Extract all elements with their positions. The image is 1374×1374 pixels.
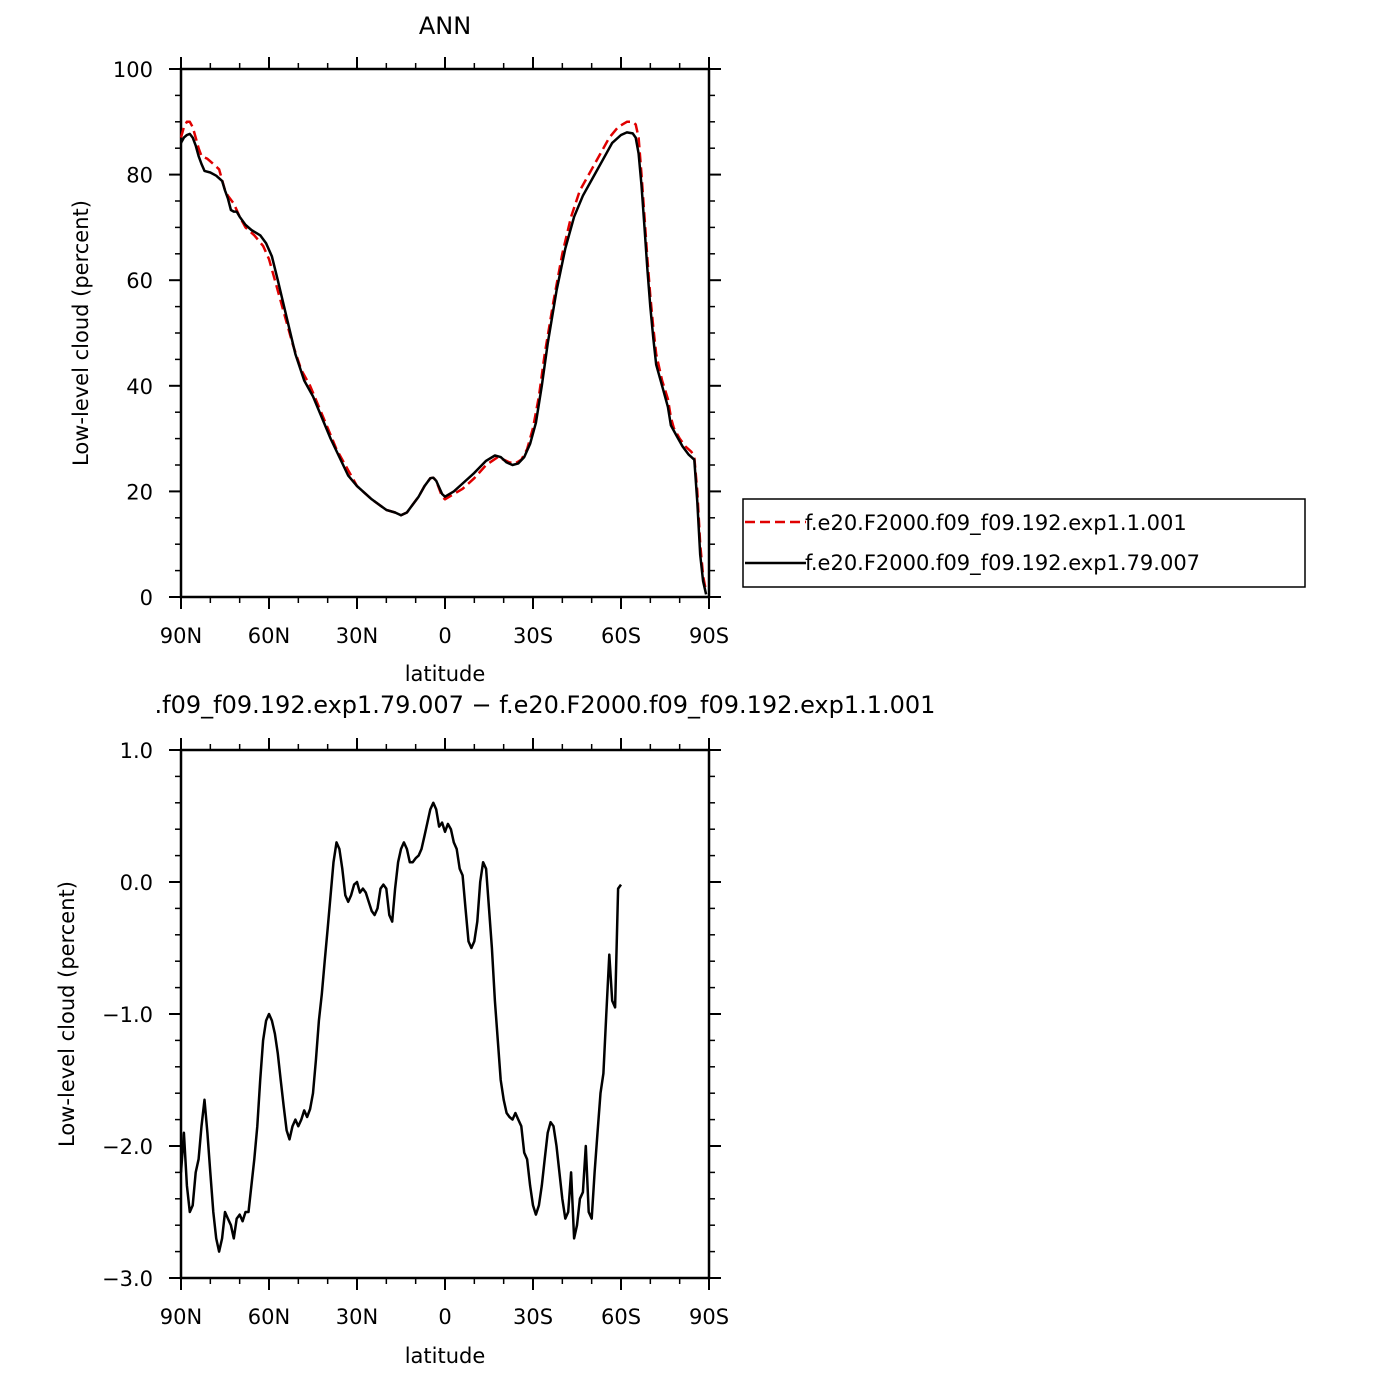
- y-tick-label: 100: [113, 58, 153, 82]
- top-panel: ANN 90N 60N 30N 0 30S 60S 90S 0 20 40 60 80 100 lati…: [69, 12, 729, 686]
- x-tick-label: 60S: [601, 1305, 641, 1329]
- legend-box: [742, 498, 1306, 588]
- x-tick-label: 90S: [689, 624, 729, 648]
- series-line-2: [179, 131, 708, 595]
- top-chart-title: ANN: [419, 12, 471, 40]
- bottom-panel: .f09_f09.192.exp1.79.007 − f.e20.F2000.f…: [55, 691, 935, 1368]
- top-plot-lines: [179, 120, 708, 595]
- legend-entry-series-1: f.e20.F2000.f09_f09.192.exp1.1.001: [805, 511, 1187, 536]
- y-tick-label: −1.0: [102, 1003, 153, 1027]
- legend-entry-series-2: f.e20.F2000.f09_f09.192.exp1.79.007: [805, 551, 1200, 576]
- x-tick-label: 90N: [160, 1305, 202, 1329]
- plot-frame: [179, 67, 711, 599]
- top-x-axis-label: latitude: [405, 662, 486, 686]
- y-tick-label: 80: [126, 164, 153, 188]
- bottom-plot-lines: [179, 801, 623, 1253]
- y-tick-label: 0: [140, 586, 153, 610]
- y-tick-label: −3.0: [102, 1267, 153, 1291]
- top-axes: 90N 60N 30N 0 30S 60S 90S 0 20 40 60 80 100: [113, 57, 729, 648]
- y-tick-label: 40: [126, 375, 153, 399]
- y-tick-label: 20: [126, 480, 153, 504]
- x-tick-label: 0: [438, 1305, 451, 1329]
- series-line-1: [179, 801, 623, 1253]
- y-tick-label: −2.0: [102, 1135, 153, 1159]
- series-line-1: [179, 120, 708, 592]
- y-tick-label: 60: [126, 269, 153, 293]
- x-tick-label: 90N: [160, 624, 202, 648]
- x-tick-label: 0: [438, 624, 451, 648]
- bottom-axes: 90N 60N 30N 0 30S 60S 90S −3.0 −2.0 −1.0 0.0 1.0: [102, 738, 729, 1329]
- bottom-y-axis-label: Low-level cloud (percent): [55, 881, 79, 1147]
- x-tick-label: 30S: [513, 624, 553, 648]
- y-tick-label: 0.0: [120, 871, 153, 895]
- x-tick-label: 30N: [336, 1305, 378, 1329]
- bottom-chart-title: .f09_f09.192.exp1.79.007 − f.e20.F2000.f…: [155, 691, 936, 719]
- y-tick-label: 1.0: [120, 739, 153, 763]
- bottom-x-axis-label: latitude: [405, 1344, 486, 1368]
- x-tick-label: 30N: [336, 624, 378, 648]
- x-tick-label: 90S: [689, 1305, 729, 1329]
- x-tick-label: 30S: [513, 1305, 553, 1329]
- x-tick-label: 60N: [248, 1305, 290, 1329]
- legend: f.e20.F2000.f09_f09.192.exp1.1.001 f.e20…: [742, 498, 1306, 588]
- x-tick-label: 60S: [601, 624, 641, 648]
- x-tick-label: 60N: [248, 624, 290, 648]
- top-y-axis-label: Low-level cloud (percent): [69, 200, 93, 466]
